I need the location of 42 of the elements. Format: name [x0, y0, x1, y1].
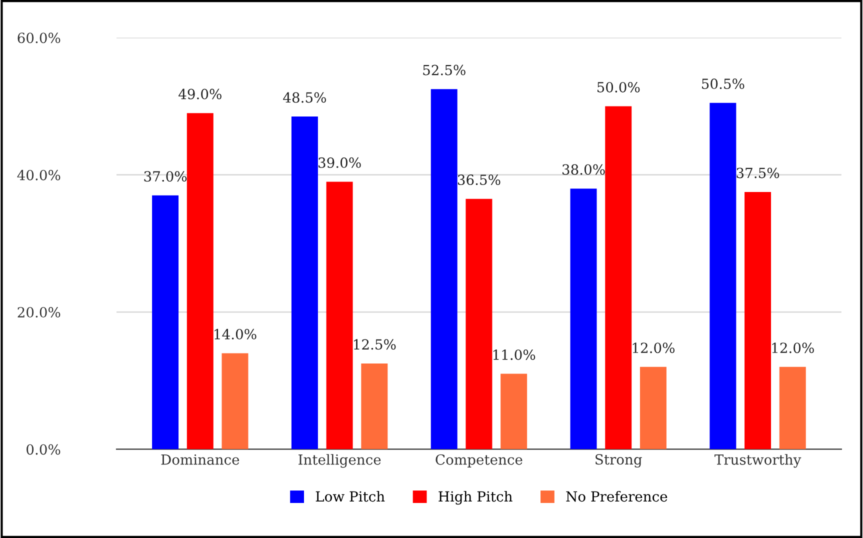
- data-label: 12.0%: [772, 342, 814, 354]
- x-tick-label: Competence: [436, 454, 522, 468]
- data-label: 39.0%: [318, 157, 361, 168]
- bar: [605, 106, 632, 450]
- bar: [186, 113, 214, 450]
- data-label: 38.0%: [562, 164, 605, 175]
- x-tick-label: Strong: [596, 454, 642, 468]
- data-label: 12.0%: [632, 342, 675, 354]
- bar: [430, 89, 458, 450]
- legend-label: Low Pitch: [316, 490, 385, 502]
- y-tick-label: 0.0%: [26, 444, 60, 455]
- legend-label: No Preference: [566, 490, 668, 502]
- data-label: 36.5%: [458, 174, 500, 186]
- data-label: 49.0%: [178, 88, 222, 100]
- bar: [326, 182, 353, 450]
- data-label: 52.5%: [423, 64, 466, 76]
- bar: [744, 192, 772, 450]
- data-label: 14.0%: [214, 328, 256, 340]
- data-label: 11.0%: [493, 349, 536, 360]
- bar: [466, 198, 492, 450]
- x-tick-label: Trustworthy: [714, 454, 802, 468]
- bar: [500, 374, 528, 450]
- bar: [779, 366, 806, 450]
- bar: [570, 188, 597, 450]
- data-label: 37.5%: [736, 168, 780, 178]
- bar: [361, 363, 388, 450]
- y-tick-label: 40.0%: [17, 170, 60, 180]
- data-label: 50.0%: [597, 82, 640, 92]
- y-tick-label: 20.0%: [18, 307, 60, 318]
- data-label: 50.5%: [702, 78, 744, 90]
- data-label: 48.5%: [283, 92, 326, 103]
- bar: [710, 102, 736, 450]
- data-label: 12.5%: [354, 339, 396, 350]
- legend-label: High Pitch: [438, 490, 512, 505]
- bar: [152, 195, 179, 450]
- y-tick-label: 60.0%: [18, 32, 60, 44]
- bar: [640, 366, 666, 450]
- x-tick-label: Intelligence: [298, 454, 381, 468]
- x-tick-label: Dominance: [161, 454, 240, 465]
- data-label: 37.0%: [144, 171, 187, 182]
- bar: [291, 116, 318, 450]
- bar: [222, 353, 248, 450]
